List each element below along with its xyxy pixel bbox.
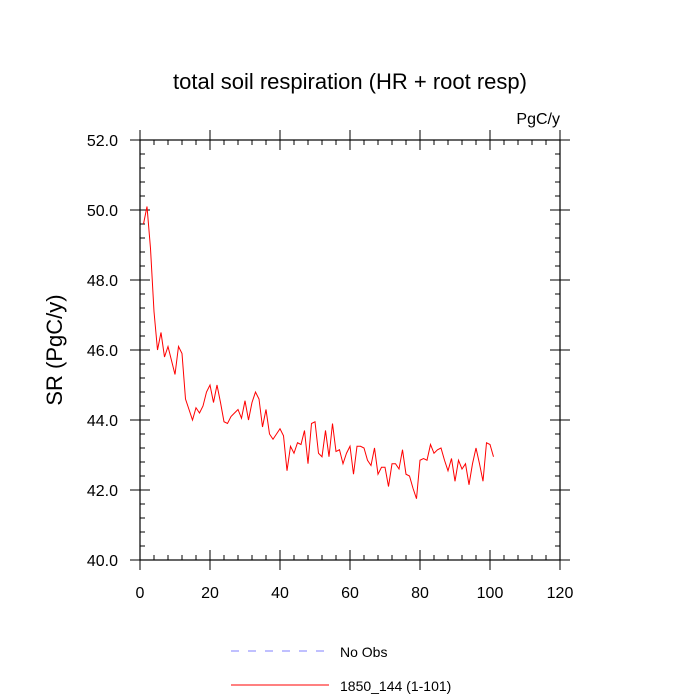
x-tick-label: 20 [201, 585, 219, 602]
series-group [143, 206, 494, 499]
x-tick-label: 80 [411, 585, 429, 602]
legend: No Obs 1850_144 (1-101) [231, 644, 451, 694]
y-tick-label: 50.0 [87, 203, 118, 220]
series-line-1 [143, 206, 494, 499]
y-tick-label: 44.0 [87, 413, 118, 430]
tick-labels: 0 20 40 60 80 100 120 40.0 42.0 44.0 46.0 48.0 50.0 5… [87, 133, 574, 602]
y-axis-label: SR (PgC/y) [42, 294, 67, 405]
plot-frame [139, 139, 561, 561]
units-label: PgC/y [516, 111, 560, 128]
y-tick-label: 52.0 [87, 133, 118, 150]
chart-title: total soil respiration (HR + root resp) [173, 69, 527, 94]
y-tick-label: 42.0 [87, 483, 118, 500]
legend-label-1850-144: 1850_144 (1-101) [340, 678, 451, 694]
x-tick-label: 40 [271, 585, 289, 602]
y-tick-label: 40.0 [87, 553, 118, 570]
x-tick-label: 120 [547, 585, 574, 602]
y-tick-label: 46.0 [87, 343, 118, 360]
y-tick-label: 48.0 [87, 273, 118, 290]
x-tick-label: 60 [341, 585, 359, 602]
axis-ticks [130, 130, 570, 570]
x-tick-label: 100 [477, 585, 504, 602]
legend-label-no-obs: No Obs [340, 644, 387, 660]
x-tick-label: 0 [136, 585, 145, 602]
